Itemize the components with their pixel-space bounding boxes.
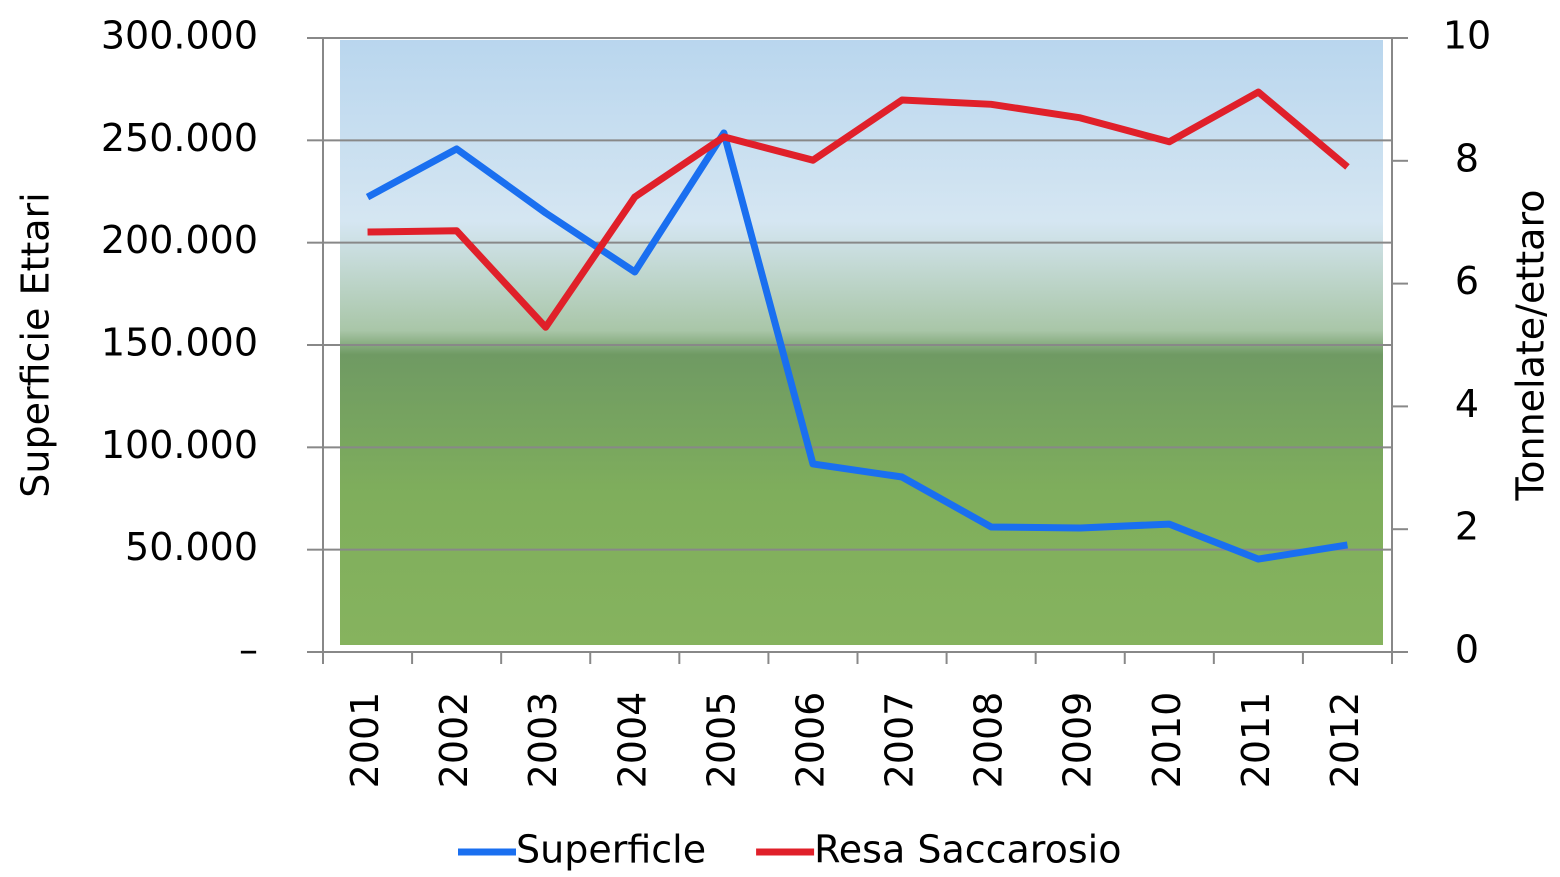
x-tick-label: 2005 <box>699 692 743 789</box>
x-tick-label: 2006 <box>788 692 832 789</box>
y2-tick-label: 6 <box>1455 259 1479 303</box>
y-tick-label: 100.000 <box>101 423 258 467</box>
x-tick-label: 2007 <box>878 692 922 789</box>
y2-tick-label: 2 <box>1455 505 1479 549</box>
y2-tick-label: 0 <box>1455 628 1479 672</box>
y-tick-label: 200.000 <box>101 218 258 262</box>
legend-label: Resa Saccarosio <box>814 828 1121 872</box>
x-tick-label: 2010 <box>1145 692 1189 789</box>
y2-tick-label: 8 <box>1455 136 1479 180</box>
x-tick-label: 2011 <box>1234 692 1278 789</box>
y2-tick-label: 4 <box>1455 382 1479 426</box>
x-tick-label: 2012 <box>1323 692 1367 789</box>
y2-axis-title: Tonnelate/ettaro <box>1509 190 1553 502</box>
x-tick-label: 2008 <box>967 692 1011 789</box>
legend-label: Superficle <box>516 828 706 872</box>
x-tick-label: 2003 <box>521 692 565 789</box>
y-tick-label: 50.000 <box>125 525 258 569</box>
x-tick-label: 2002 <box>432 692 476 789</box>
x-tick-label: 2009 <box>1056 692 1100 789</box>
y-tick-label: 150.000 <box>101 321 258 365</box>
x-tick-label: 2001 <box>343 692 387 789</box>
y-tick-label: 300.000 <box>101 14 258 58</box>
y2-tick-label: 10 <box>1443 14 1491 58</box>
y-axis-title: Superficie Ettari <box>14 192 58 497</box>
chart: Superficie Ettari Tonnelate/ettaro – 50.0… <box>0 0 1560 873</box>
y-tick-label: 250.000 <box>101 116 258 160</box>
x-tick-label: 2004 <box>610 692 654 789</box>
y-tick-label: – <box>239 628 258 672</box>
